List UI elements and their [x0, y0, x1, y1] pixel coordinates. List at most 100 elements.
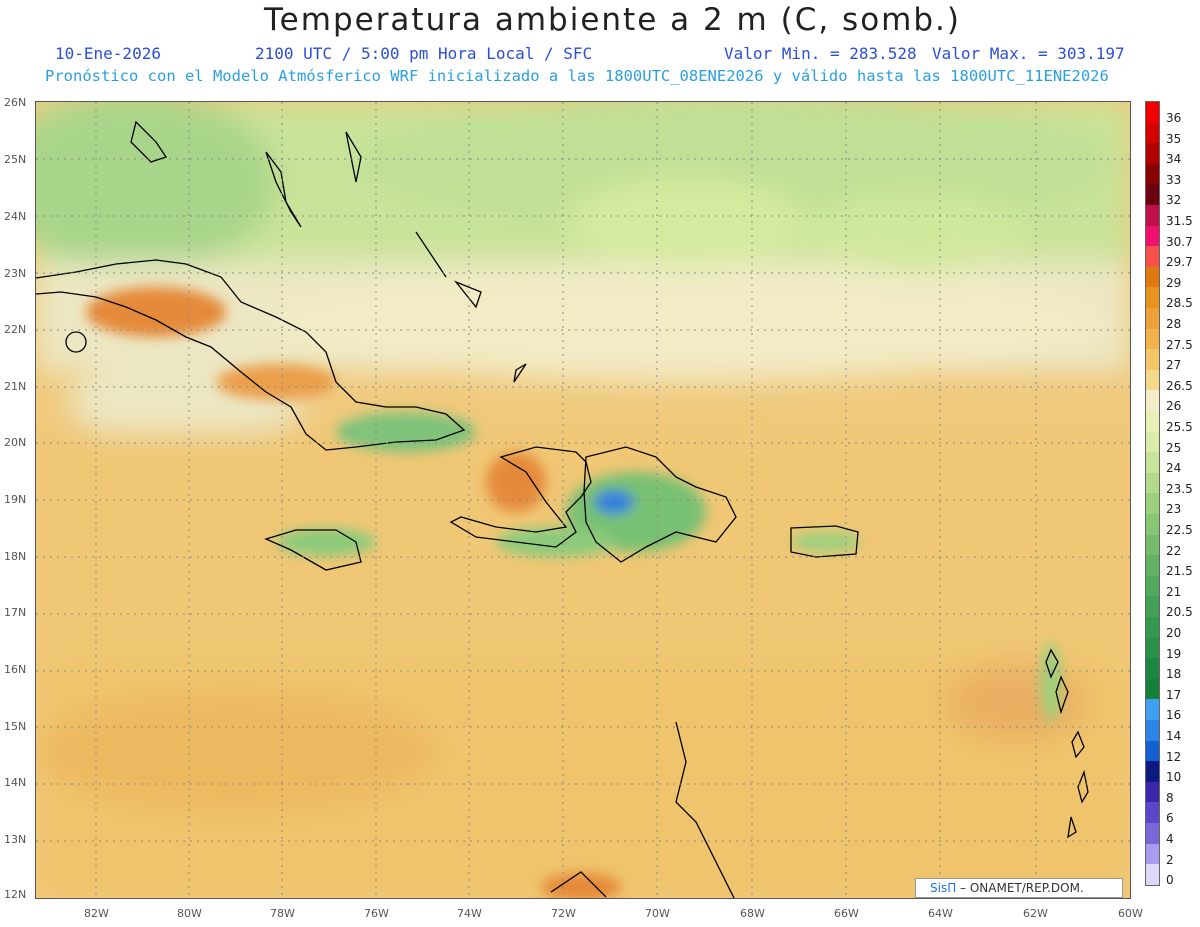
- sispi-logo: SisΠ: [930, 881, 957, 895]
- colorbar-swatch: [1146, 720, 1159, 741]
- lat-label: 25N: [4, 153, 27, 166]
- colorbar-label: 19: [1166, 646, 1182, 661]
- colorbar-label: 28: [1166, 317, 1182, 331]
- colorbar-label: 16: [1166, 708, 1182, 723]
- colorbar-label: 10: [1166, 770, 1182, 785]
- lon-label: 78W: [270, 907, 295, 920]
- colorbar-swatch: [1146, 843, 1159, 865]
- colorbar-swatch: [1146, 781, 1159, 803]
- lat-label: 17N: [4, 606, 27, 619]
- coastlines: [36, 120, 1089, 898]
- lat-label: 24N: [4, 210, 27, 223]
- colorbar-label: 31.5: [1166, 214, 1193, 228]
- colorbar-swatch: [1146, 225, 1159, 247]
- lat-label: 26N: [4, 96, 27, 109]
- colorbar-swatch: [1146, 452, 1159, 473]
- colorbar-label: 34: [1166, 152, 1182, 167]
- colorbar-swatch: [1146, 493, 1159, 514]
- colorbar-label: 17: [1166, 687, 1182, 702]
- colorbar-swatch: [1146, 184, 1159, 205]
- lat-label: 23N: [4, 267, 27, 280]
- colorbar-swatch: [1146, 411, 1159, 432]
- lat-label: 14N: [4, 776, 27, 789]
- colorbar-swatch: [1146, 328, 1159, 350]
- colorbar-swatch: [1146, 637, 1159, 659]
- colorbar-label: 21.5: [1166, 564, 1193, 579]
- map-title: Temperatura ambiente a 2 m (C, somb.): [264, 2, 961, 38]
- colorbar-swatch: [1146, 266, 1159, 288]
- colorbar-label: 25: [1166, 440, 1182, 455]
- credit-text: – ONAMET/REP.DOM.: [956, 881, 1084, 895]
- colorbar-swatch: [1146, 369, 1159, 391]
- colorbar-label: 29: [1166, 275, 1182, 290]
- colorbar-label: 25.5: [1166, 420, 1193, 434]
- colorbar-swatch: [1146, 472, 1159, 494]
- colorbar: [1145, 101, 1160, 886]
- colorbar-label: 6: [1166, 811, 1174, 826]
- colorbar-swatch: [1146, 308, 1159, 329]
- colorbar-swatch: [1146, 658, 1159, 679]
- colorbar-label: 18: [1166, 667, 1182, 682]
- colorbar-swatch: [1146, 349, 1159, 370]
- colorbar-swatch: [1146, 287, 1159, 308]
- lat-label: 16N: [4, 663, 27, 676]
- colorbar-swatch: [1146, 575, 1159, 597]
- lon-label: 68W: [740, 907, 765, 920]
- lat-label: 21N: [4, 380, 27, 393]
- lat-label: 18N: [4, 550, 27, 563]
- lat-label: 12N: [4, 888, 27, 901]
- credit-box: SisΠ – ONAMET/REP.DOM.: [915, 878, 1123, 898]
- colorbar-swatch: [1146, 514, 1159, 535]
- colorbar-swatch: [1146, 596, 1159, 617]
- colorbar-label: 23: [1166, 502, 1182, 517]
- map-panel: [35, 101, 1131, 899]
- colorbar-label: 36: [1166, 111, 1182, 125]
- lat-label: 22N: [4, 323, 27, 336]
- colorbar-swatch: [1146, 246, 1159, 267]
- colorbar-swatch: [1146, 122, 1159, 144]
- lat-label: 19N: [4, 493, 27, 506]
- lat-label: 20N: [4, 436, 27, 449]
- colorbar-swatch: [1146, 761, 1159, 782]
- lon-label: 66W: [834, 907, 859, 920]
- colorbar-label: 12: [1166, 749, 1182, 764]
- colorbar-label: 27.5: [1166, 337, 1193, 352]
- lat-label: 15N: [4, 720, 27, 733]
- colorbar-swatch: [1146, 699, 1159, 720]
- colorbar-label: 20.5: [1166, 605, 1193, 620]
- lon-label: 74W: [457, 907, 482, 920]
- temperature-map: [36, 102, 1130, 898]
- colorbar-label: 4: [1166, 832, 1174, 846]
- colorbar-label: 0: [1166, 873, 1174, 888]
- colorbar-label: 30.7: [1166, 234, 1193, 249]
- time-label: 2100 UTC / 5:00 pm Hora Local / SFC: [255, 44, 593, 63]
- colorbar-label: 33: [1166, 172, 1182, 187]
- colorbar-label: 26: [1166, 399, 1182, 414]
- colorbar-label: 22.5: [1166, 523, 1193, 537]
- max-value-label: Valor Max. = 303.197: [932, 44, 1125, 63]
- colorbar-label: 20: [1166, 626, 1182, 640]
- colorbar-label: 26.5: [1166, 378, 1193, 393]
- colorbar-label: 23.5: [1166, 481, 1193, 496]
- colorbar-swatch: [1146, 823, 1159, 844]
- colorbar-label: 22: [1166, 543, 1182, 558]
- colorbar-swatch: [1146, 534, 1159, 556]
- lon-label: 60W: [1118, 907, 1143, 920]
- min-value-label: Valor Min. = 283.528: [724, 44, 917, 63]
- lat-label: 13N: [4, 833, 27, 846]
- colorbar-label: 35: [1166, 131, 1182, 146]
- colorbar-swatch: [1146, 864, 1159, 885]
- lon-label: 76W: [364, 907, 389, 920]
- colorbar-swatch: [1146, 555, 1159, 576]
- colorbar-swatch: [1146, 163, 1159, 185]
- colorbar-label: 24: [1166, 461, 1182, 476]
- lon-label: 64W: [928, 907, 953, 920]
- graticule: [36, 102, 1130, 898]
- forecast-note: Pronóstico con el Modelo Atmósferico WRF…: [45, 67, 1109, 85]
- lon-label: 72W: [551, 907, 576, 920]
- colorbar-swatch: [1146, 205, 1159, 226]
- lon-label: 70W: [645, 907, 670, 920]
- colorbar-label: 32: [1166, 193, 1182, 208]
- colorbar-swatch: [1146, 678, 1159, 700]
- colorbar-swatch: [1146, 617, 1159, 638]
